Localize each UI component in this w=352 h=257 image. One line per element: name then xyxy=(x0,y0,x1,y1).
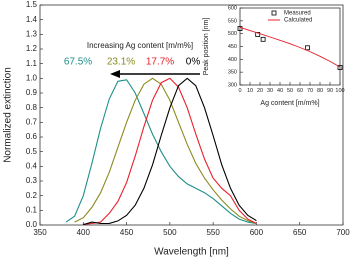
y-tick-label: 1.1 xyxy=(26,59,38,68)
y-tick-label: 0.6 xyxy=(26,132,38,141)
marker xyxy=(237,26,243,31)
x-tick-label: 100 xyxy=(335,88,344,94)
x-tick-label: 10 xyxy=(247,88,253,94)
y-tick-label: 300 xyxy=(228,82,237,88)
y-axis-label: Peak position [nm] xyxy=(203,18,210,76)
y-tick-label: 550 xyxy=(228,18,237,24)
y-tick-label: 350 xyxy=(228,70,237,76)
y-tick-label: 0.8 xyxy=(26,103,38,112)
y-tick-label: 1.5 xyxy=(26,0,38,9)
y-tick-label: 0.9 xyxy=(26,88,38,97)
legend-label: Measured xyxy=(284,11,311,17)
x-tick-label: 350 xyxy=(33,228,47,237)
x-tick-label: 70 xyxy=(307,88,313,94)
x-tick-label: 30 xyxy=(267,88,273,94)
y-tick-label: 0.7 xyxy=(26,117,38,126)
series-line xyxy=(83,77,257,226)
series-line xyxy=(65,79,257,225)
y-tick-label: 450 xyxy=(228,44,237,50)
x-tick-label: 500 xyxy=(163,228,177,237)
series-line xyxy=(83,77,257,225)
x-tick-label: 80 xyxy=(317,88,323,94)
marker xyxy=(255,32,261,37)
series-line xyxy=(239,26,341,68)
legend-label: 67.5% xyxy=(64,57,92,68)
y-tick-label: 500 xyxy=(228,31,237,37)
y-tick-label: 0.5 xyxy=(26,147,38,156)
x-tick-label: 450 xyxy=(120,228,134,237)
y-axis-label: Normalized extinction xyxy=(3,67,14,163)
x-tick-label: 700 xyxy=(336,228,350,237)
x-tick-label: 60 xyxy=(297,88,303,94)
y-tick-label: 0.3 xyxy=(26,176,38,185)
series-line xyxy=(74,77,257,225)
legend-label: Calculated xyxy=(284,18,312,24)
x-tick-label: 90 xyxy=(327,88,333,94)
y-tick-label: 1.2 xyxy=(26,44,38,53)
y-tick-label: 0.0 xyxy=(26,220,38,229)
y-tick-label: 0.2 xyxy=(26,191,38,200)
marker xyxy=(337,65,343,70)
marker xyxy=(260,36,266,42)
y-tick-label: 1.0 xyxy=(26,73,38,82)
legend-marker xyxy=(271,10,277,16)
arrow-head xyxy=(110,70,120,78)
annotation: Increasing Ag content [m/m%] xyxy=(87,41,193,50)
x-tick-label: 600 xyxy=(250,228,264,237)
legend-label: 23.1% xyxy=(107,57,135,68)
y-tick-label: 1.4 xyxy=(26,15,38,24)
plot-frame xyxy=(239,7,341,86)
x-tick-label: 50 xyxy=(287,88,293,94)
x-tick-label: 650 xyxy=(293,228,307,237)
legend-label: 0% xyxy=(186,57,201,68)
x-tick-label: 550 xyxy=(206,228,220,237)
x-tick-label: 400 xyxy=(77,228,91,237)
x-tick-label: 40 xyxy=(277,88,283,94)
y-tick-label: 0.1 xyxy=(26,205,38,214)
y-tick-label: 0.4 xyxy=(26,161,38,170)
x-axis-label: Wavelength [nm] xyxy=(154,247,229,257)
x-tick-label: 20 xyxy=(257,88,263,94)
x-axis-label: Ag content [m/m%] xyxy=(260,100,319,107)
y-tick-label: 400 xyxy=(228,57,237,63)
y-tick-label: 600 xyxy=(228,5,237,11)
marker xyxy=(305,45,310,51)
legend-label: 17.7% xyxy=(146,57,174,68)
x-tick-label: 0 xyxy=(238,88,241,94)
y-tick-label: 1.3 xyxy=(26,29,38,38)
